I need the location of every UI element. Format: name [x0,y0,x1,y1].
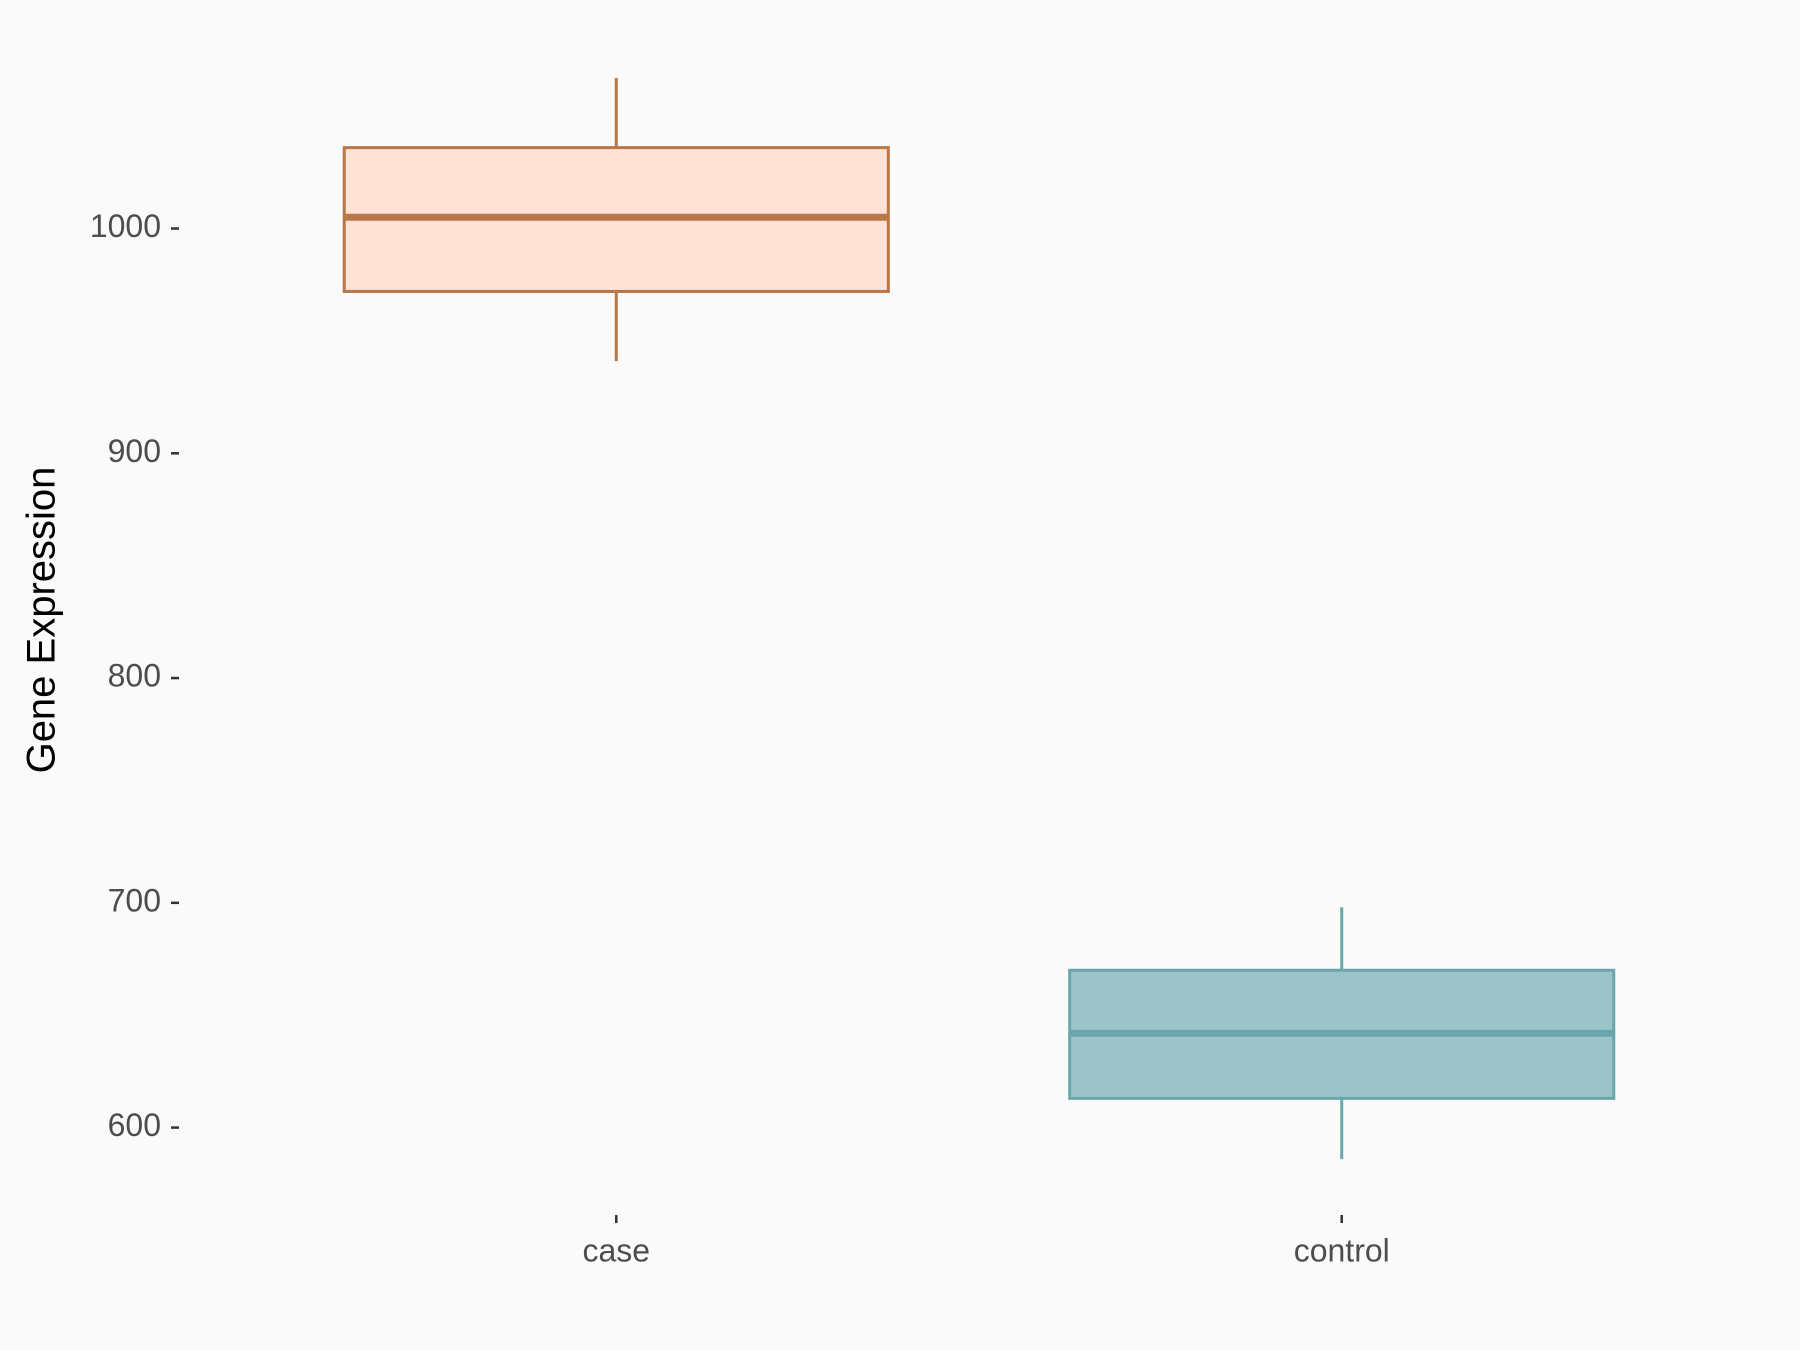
y-tick-label: 600 [108,1107,161,1143]
y-axis-title: Gene Expression [20,467,64,774]
x-tick-label: control [1294,1232,1390,1268]
y-tick-label: 1000 [90,208,161,244]
y-tick-label: 800 [108,658,161,694]
y-tick-label: 900 [108,433,161,469]
x-tick-label: case [582,1232,650,1268]
y-tick-label: 700 [108,882,161,918]
